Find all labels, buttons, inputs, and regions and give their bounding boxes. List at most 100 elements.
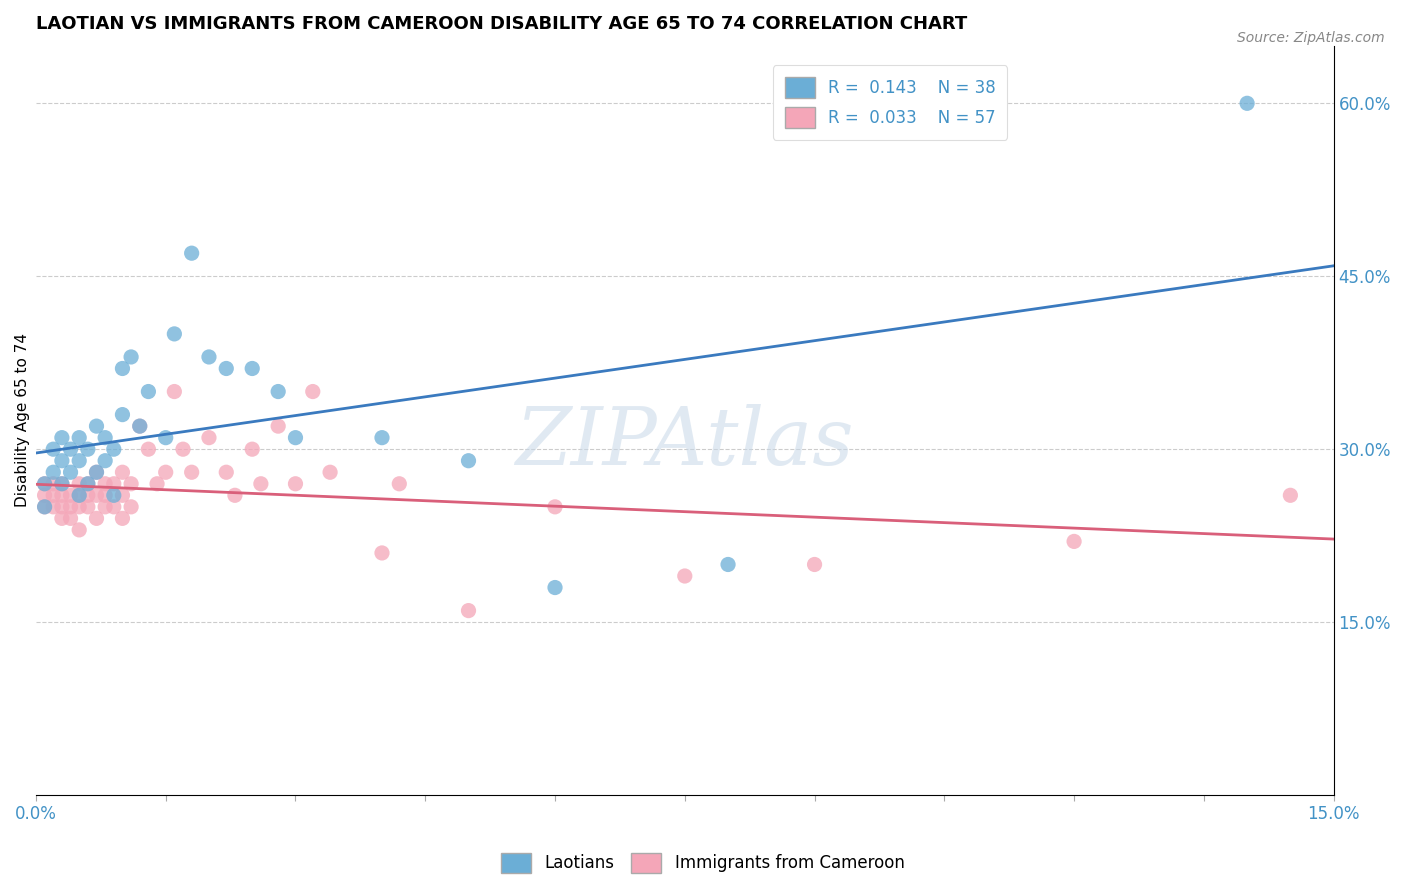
Point: [240, 361, 263, 376]
Point: [34, 476, 56, 491]
Point: [388, 476, 411, 491]
Point: [284, 476, 307, 491]
Point: [544, 500, 567, 514]
Point: [51, 431, 73, 445]
Point: [51, 511, 73, 525]
Point: [111, 361, 134, 376]
Point: [180, 465, 202, 479]
Point: [86, 419, 108, 434]
Point: [103, 476, 125, 491]
Point: [180, 246, 202, 260]
Point: [250, 476, 273, 491]
Point: [34, 500, 56, 514]
Point: [155, 431, 177, 445]
Point: [103, 500, 125, 514]
Point: [128, 419, 150, 434]
Point: [94, 488, 117, 502]
Point: [172, 442, 194, 457]
Point: [86, 465, 108, 479]
Point: [76, 500, 98, 514]
Point: [267, 419, 290, 434]
Point: [111, 488, 134, 502]
Point: [67, 500, 90, 514]
Point: [86, 488, 108, 502]
Legend: R =  0.143    N = 38, R =  0.033    N = 57: R = 0.143 N = 38, R = 0.033 N = 57: [773, 65, 1007, 140]
Point: [163, 326, 186, 341]
Point: [51, 476, 73, 491]
Point: [67, 523, 90, 537]
Point: [51, 500, 73, 514]
Point: [198, 431, 221, 445]
Point: [1063, 534, 1085, 549]
Point: [120, 500, 142, 514]
Point: [59, 500, 82, 514]
Point: [34, 488, 56, 502]
Point: [42, 465, 65, 479]
Point: [59, 511, 82, 525]
Point: [67, 431, 90, 445]
Point: [267, 384, 290, 399]
Point: [128, 419, 150, 434]
Point: [155, 465, 177, 479]
Point: [94, 476, 117, 491]
Point: [215, 361, 238, 376]
Legend: Laotians, Immigrants from Cameroon: Laotians, Immigrants from Cameroon: [495, 847, 911, 880]
Point: [457, 453, 479, 467]
Point: [457, 604, 479, 618]
Point: [51, 476, 73, 491]
Point: [284, 431, 307, 445]
Point: [76, 442, 98, 457]
Point: [103, 442, 125, 457]
Point: [76, 476, 98, 491]
Point: [42, 442, 65, 457]
Point: [42, 488, 65, 502]
Point: [371, 431, 394, 445]
Point: [146, 476, 169, 491]
Point: [111, 511, 134, 525]
Point: [59, 488, 82, 502]
Point: [94, 431, 117, 445]
Point: [42, 500, 65, 514]
Point: [371, 546, 394, 560]
Point: [86, 511, 108, 525]
Y-axis label: Disability Age 65 to 74: Disability Age 65 to 74: [15, 334, 31, 508]
Point: [120, 350, 142, 364]
Point: [76, 488, 98, 502]
Point: [544, 581, 567, 595]
Point: [51, 488, 73, 502]
Point: [34, 476, 56, 491]
Point: [103, 488, 125, 502]
Point: [111, 465, 134, 479]
Point: [1279, 488, 1302, 502]
Point: [198, 350, 221, 364]
Point: [67, 476, 90, 491]
Text: Source: ZipAtlas.com: Source: ZipAtlas.com: [1237, 31, 1385, 45]
Point: [111, 408, 134, 422]
Point: [803, 558, 825, 572]
Point: [59, 465, 82, 479]
Point: [67, 488, 90, 502]
Point: [1236, 96, 1258, 111]
Point: [138, 384, 160, 399]
Point: [34, 500, 56, 514]
Point: [673, 569, 696, 583]
Point: [319, 465, 342, 479]
Point: [59, 442, 82, 457]
Text: ZIPAtlas: ZIPAtlas: [516, 404, 853, 482]
Point: [94, 500, 117, 514]
Point: [94, 453, 117, 467]
Point: [138, 442, 160, 457]
Point: [42, 476, 65, 491]
Text: LAOTIAN VS IMMIGRANTS FROM CAMEROON DISABILITY AGE 65 TO 74 CORRELATION CHART: LAOTIAN VS IMMIGRANTS FROM CAMEROON DISA…: [37, 15, 967, 33]
Point: [163, 384, 186, 399]
Point: [51, 453, 73, 467]
Point: [215, 465, 238, 479]
Point: [301, 384, 323, 399]
Point: [86, 465, 108, 479]
Point: [76, 476, 98, 491]
Point: [717, 558, 740, 572]
Point: [67, 453, 90, 467]
Point: [120, 476, 142, 491]
Point: [67, 488, 90, 502]
Point: [240, 442, 263, 457]
